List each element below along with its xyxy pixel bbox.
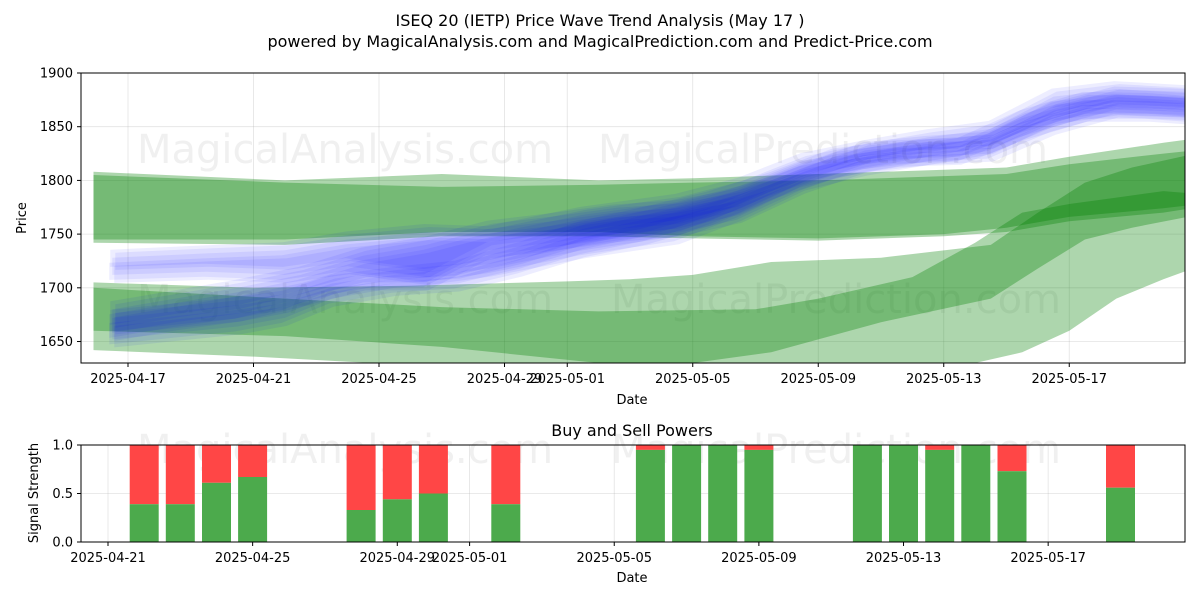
sell-power-bar	[491, 445, 521, 505]
buy-power-bar	[129, 504, 159, 542]
signal-chart-xlabel: Date	[616, 571, 647, 586]
green-wave-band	[93, 155, 1185, 363]
sell-power-bar	[635, 445, 665, 450]
buy-power-bar	[1106, 487, 1135, 542]
price-chart-axes: 2025-04-17 2025-04-21 2025-04-25 2025-04-29…	[40, 67, 1107, 388]
blue-wave-band	[112, 89, 1185, 278]
price-chart-frame	[80, 72, 1186, 364]
buy-power-bar	[925, 449, 955, 542]
sell-power-bar	[129, 445, 159, 505]
signal-xtick-label: 2025-05-13	[866, 551, 942, 566]
sell-power-bar	[202, 445, 231, 483]
signal-ytick-label: 0.5	[52, 487, 73, 502]
blue-wave-band	[114, 97, 1185, 286]
sell-power-bar	[382, 445, 412, 500]
signal-ytick-label: 0.0	[52, 536, 73, 551]
price-xtick-label: 2025-05-13	[906, 372, 982, 387]
green-wave-band	[93, 151, 1185, 240]
price-ytick-label: 1750	[40, 228, 73, 243]
signal-xtick-label: 2025-05-09	[721, 551, 797, 566]
buy-power-bar	[202, 482, 231, 542]
sell-power-bar	[346, 445, 376, 510]
blue-wave-band	[115, 94, 1185, 335]
sell-power-bar	[925, 445, 955, 450]
watermark-analysis: MagicalAnalysis.com	[137, 127, 553, 173]
sell-power-bar	[997, 445, 1027, 472]
price-chart: MagicalAnalysis.com MagicalPrediction.co…	[15, 67, 1186, 408]
watermark-prediction: MagicalPrediction.com	[611, 277, 1061, 323]
signal-chart-axes: 2025-04-21 2025-04-25 2025-04-292025-05-01…	[52, 439, 1086, 567]
signal-xtick-label: 2025-05-17	[1010, 551, 1086, 566]
signal-xtick-label: 2025-05-05	[576, 551, 652, 566]
signal-xtick-label: 2025-04-29	[359, 551, 435, 566]
signal-chart-ylabel: Signal Strength	[27, 443, 42, 543]
buy-power-bar	[672, 445, 702, 542]
price-xtick-label: 2025-05-17	[1031, 372, 1107, 387]
sell-power-bar	[1106, 445, 1135, 488]
blue-wave-band	[115, 89, 1185, 328]
blue-wave-band	[109, 99, 1185, 338]
buy-power-bar	[708, 445, 738, 542]
blue-wave-band	[109, 104, 1185, 345]
watermark-analysis: MagicalAnalysis.com	[137, 277, 553, 323]
blue-wave-band	[114, 107, 1185, 348]
figure-title: ISEQ 20 (IETP) Price Wave Trend Analysis…	[395, 11, 804, 30]
buy-power-bar	[997, 471, 1027, 542]
buy-power-bar	[744, 449, 774, 542]
sell-power-bar	[238, 445, 268, 477]
signal-ytick-label: 1.0	[52, 439, 73, 454]
buy-power-bar	[889, 445, 918, 542]
signal-chart: Buy and Sell Powers MagicalAnalysis.com …	[27, 421, 1186, 586]
price-xtick-label: 2025-04-17	[90, 372, 166, 387]
buy-power-bar	[491, 504, 521, 542]
signal-xtick-label: 2025-04-21	[70, 551, 146, 566]
sell-power-bar	[165, 445, 195, 505]
signal-chart-plot	[129, 445, 1135, 542]
watermark-analysis: MagicalAnalysis.com	[137, 427, 553, 473]
price-ytick-label: 1850	[40, 120, 73, 135]
price-xtick-label: 2025-05-09	[780, 372, 856, 387]
price-chart-xlabel: Date	[616, 393, 647, 408]
buy-power-bar	[418, 493, 448, 542]
buy-power-bar	[382, 499, 412, 542]
buy-power-bar	[852, 445, 882, 542]
price-ytick-label: 1650	[40, 335, 73, 350]
price-xtick-label: 2025-05-05	[655, 372, 731, 387]
buy-power-bar	[635, 449, 665, 542]
price-chart-plot	[93, 81, 1185, 363]
buy-power-bar	[961, 445, 991, 542]
price-xtick-label: 2025-04-21	[216, 372, 292, 387]
buy-power-bar	[346, 510, 376, 542]
price-ytick-label: 1900	[40, 67, 73, 82]
price-xtick-label: 2025-04-25	[341, 372, 417, 387]
blue-wave-band	[114, 102, 1185, 341]
blue-wave-band	[112, 99, 1185, 340]
buy-power-bar	[238, 477, 268, 542]
green-wave-band	[93, 191, 1185, 363]
watermark-prediction: MagicalPrediction.com	[598, 127, 1048, 173]
blue-wave-band	[112, 94, 1185, 333]
blue-wave-band	[115, 84, 1185, 273]
buy-power-bar	[165, 504, 195, 542]
signal-xtick-label: 2025-05-01	[432, 551, 508, 566]
blue-wave-band	[109, 94, 1185, 283]
price-chart-ylabel: Price	[15, 202, 30, 234]
sell-power-bar	[418, 445, 448, 494]
price-chart-watermarks: MagicalAnalysis.com MagicalPrediction.co…	[137, 127, 1061, 323]
signal-chart-title: Buy and Sell Powers	[551, 421, 713, 440]
price-chart-grid	[81, 72, 1185, 363]
price-ytick-label: 1700	[40, 281, 73, 296]
price-xtick-label: 2025-05-01	[529, 372, 605, 387]
blue-wave-band	[110, 91, 1185, 332]
price-ytick-label: 1800	[40, 174, 73, 189]
blue-wave-band	[110, 86, 1185, 325]
figure-subtitle: powered by MagicalAnalysis.com and Magic…	[267, 32, 932, 51]
signal-xtick-label: 2025-04-25	[215, 551, 291, 566]
price-xtick-label: 2025-04-29	[467, 372, 543, 387]
blue-wave-band	[110, 81, 1185, 270]
sell-power-bar	[744, 445, 774, 450]
green-wave-band	[93, 139, 1185, 245]
